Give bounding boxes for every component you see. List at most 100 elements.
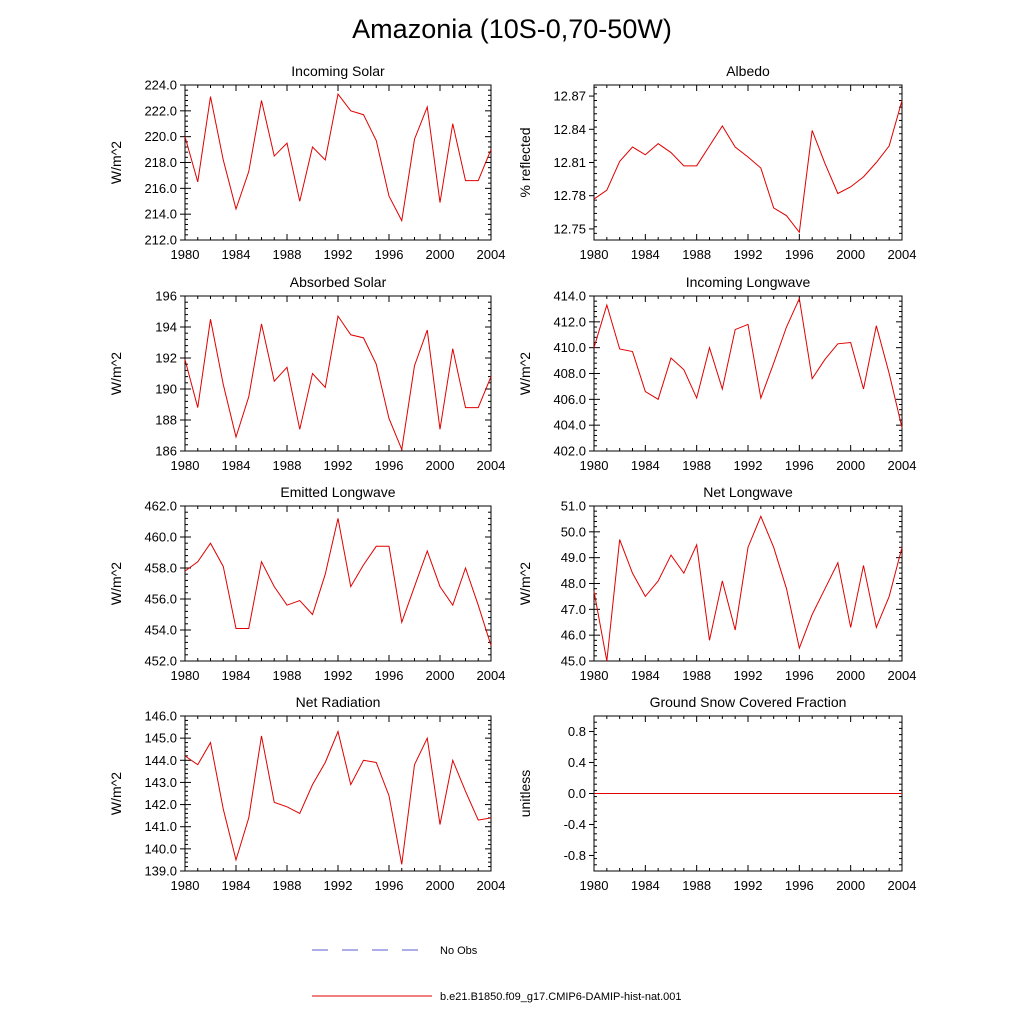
panel-title: Ground Snow Covered Fraction — [650, 694, 847, 710]
panel-title: Net Longwave — [703, 484, 793, 500]
y-tick-label: 410.0 — [553, 340, 586, 355]
x-tick-label: 1980 — [171, 458, 200, 473]
y-tick-label: -0.8 — [564, 848, 586, 863]
y-tick-label: 141.0 — [144, 819, 177, 834]
panel-title: Net Radiation — [296, 694, 381, 710]
chart-panel-7: Net Radiation 1980 1984 1988 1992 1996 2000 200… — [108, 694, 505, 893]
x-tick-label: 1992 — [324, 878, 353, 893]
plot-frame — [184, 505, 492, 662]
x-tick-label: 2000 — [426, 247, 455, 262]
x-tick-label: 1996 — [785, 668, 814, 683]
x-tick-label: 1980 — [580, 668, 609, 683]
x-tick-label: 1996 — [375, 878, 404, 893]
y-tick-label: 222.0 — [144, 103, 177, 118]
y-tick-label: 194 — [155, 320, 177, 335]
plot-frame — [593, 505, 903, 662]
series-line-1 — [184, 518, 492, 646]
y-tick-label: 186 — [155, 444, 177, 459]
y-tick-label: 145.0 — [144, 731, 177, 746]
y-axis-label: unitless — [517, 770, 533, 817]
y-tick-label: 12.87 — [553, 89, 586, 104]
x-tick-label: 2004 — [477, 458, 506, 473]
y-tick-label: 12.81 — [553, 155, 586, 170]
y-tick-label: 144.0 — [144, 753, 177, 768]
y-tick-label: 0.0 — [568, 786, 586, 801]
plot-frame — [184, 715, 492, 872]
x-tick-label: 2000 — [426, 878, 455, 893]
chart-panel-6: Net Longwave 1980 1984 1988 1992 1996 2000 2004… — [517, 484, 916, 683]
y-tick-label: 192 — [155, 351, 177, 366]
y-tick-label: 462.0 — [144, 499, 177, 514]
y-axis-label: % reflected — [517, 127, 533, 197]
y-tick-label: 412.0 — [553, 314, 586, 329]
x-tick-label: 2000 — [836, 668, 865, 683]
figure-title: Amazonia (10S-0,70-50W) — [352, 14, 672, 44]
x-tick-label: 1988 — [273, 878, 302, 893]
y-axis-label: W/m^2 — [108, 562, 124, 605]
x-tick-label: 1992 — [734, 247, 763, 262]
x-tick-label: 1988 — [273, 458, 302, 473]
series-line-1 — [593, 296, 903, 428]
y-axis-label: W/m^2 — [517, 562, 533, 605]
y-tick-label: 143.0 — [144, 775, 177, 790]
series-line-1 — [184, 314, 492, 452]
x-tick-label: 1980 — [171, 247, 200, 262]
x-tick-label: 1992 — [324, 247, 353, 262]
x-tick-label: 1980 — [580, 878, 609, 893]
x-tick-label: 2004 — [888, 878, 917, 893]
y-tick-label: 224.0 — [144, 78, 177, 93]
x-tick-label: 2004 — [477, 668, 506, 683]
series-line-1 — [593, 100, 903, 234]
y-tick-label: -0.4 — [564, 817, 586, 832]
y-tick-label: 12.75 — [553, 221, 586, 236]
y-tick-label: 212.0 — [144, 233, 177, 248]
x-tick-label: 1996 — [375, 668, 404, 683]
chart-panel-4: Incoming Longwave 1980 1984 1988 1992 1996 200… — [517, 274, 916, 473]
y-tick-label: 12.78 — [553, 188, 586, 203]
x-tick-label: 2004 — [477, 247, 506, 262]
y-tick-label: 190 — [155, 382, 177, 397]
x-tick-label: 2004 — [888, 247, 917, 262]
y-axis-label: W/m^2 — [108, 352, 124, 395]
x-tick-label: 1996 — [785, 458, 814, 473]
y-tick-label: 50.0 — [561, 524, 586, 539]
series-line-1 — [184, 92, 492, 223]
x-tick-label: 1984 — [631, 247, 660, 262]
x-tick-label: 2004 — [477, 878, 506, 893]
x-tick-label: 1980 — [580, 458, 609, 473]
x-tick-label: 1988 — [273, 247, 302, 262]
y-axis-label: W/m^2 — [108, 141, 124, 184]
x-tick-label: 1984 — [222, 878, 251, 893]
x-tick-label: 1992 — [324, 668, 353, 683]
y-axis-label: W/m^2 — [517, 352, 533, 395]
y-tick-label: 452.0 — [144, 654, 177, 669]
panel-title: Emitted Longwave — [280, 484, 395, 500]
y-tick-label: 460.0 — [144, 530, 177, 545]
y-tick-label: 216.0 — [144, 181, 177, 196]
x-tick-label: 2000 — [426, 458, 455, 473]
y-tick-label: 404.0 — [553, 418, 586, 433]
y-tick-label: 458.0 — [144, 561, 177, 576]
x-tick-label: 1996 — [785, 878, 814, 893]
x-tick-label: 1984 — [631, 458, 660, 473]
y-tick-label: 51.0 — [561, 499, 586, 514]
y-tick-label: 220.0 — [144, 129, 177, 144]
legend-label-2: b.e21.B1850.f09_g17.CMIP6-DAMIP-hist-nat… — [440, 991, 682, 1003]
x-tick-label: 2004 — [888, 668, 917, 683]
y-tick-label: 214.0 — [144, 207, 177, 222]
chart-panel-3: Absorbed Solar 1980 1984 1988 1992 1996 2000 20… — [108, 274, 505, 473]
x-tick-label: 1984 — [222, 458, 251, 473]
y-tick-label: 46.0 — [561, 628, 586, 643]
x-tick-label: 1988 — [682, 458, 711, 473]
panel-title: Incoming Longwave — [686, 274, 811, 290]
y-tick-label: 402.0 — [553, 444, 586, 459]
y-axis-label: W/m^2 — [108, 772, 124, 815]
y-tick-label: 456.0 — [144, 592, 177, 607]
x-tick-label: 1988 — [682, 247, 711, 262]
y-tick-label: 454.0 — [144, 623, 177, 638]
legend-label-1: No Obs — [440, 945, 478, 957]
y-tick-label: 0.8 — [568, 724, 586, 739]
x-tick-label: 1980 — [171, 668, 200, 683]
x-tick-label: 1984 — [631, 878, 660, 893]
x-tick-label: 1988 — [273, 668, 302, 683]
